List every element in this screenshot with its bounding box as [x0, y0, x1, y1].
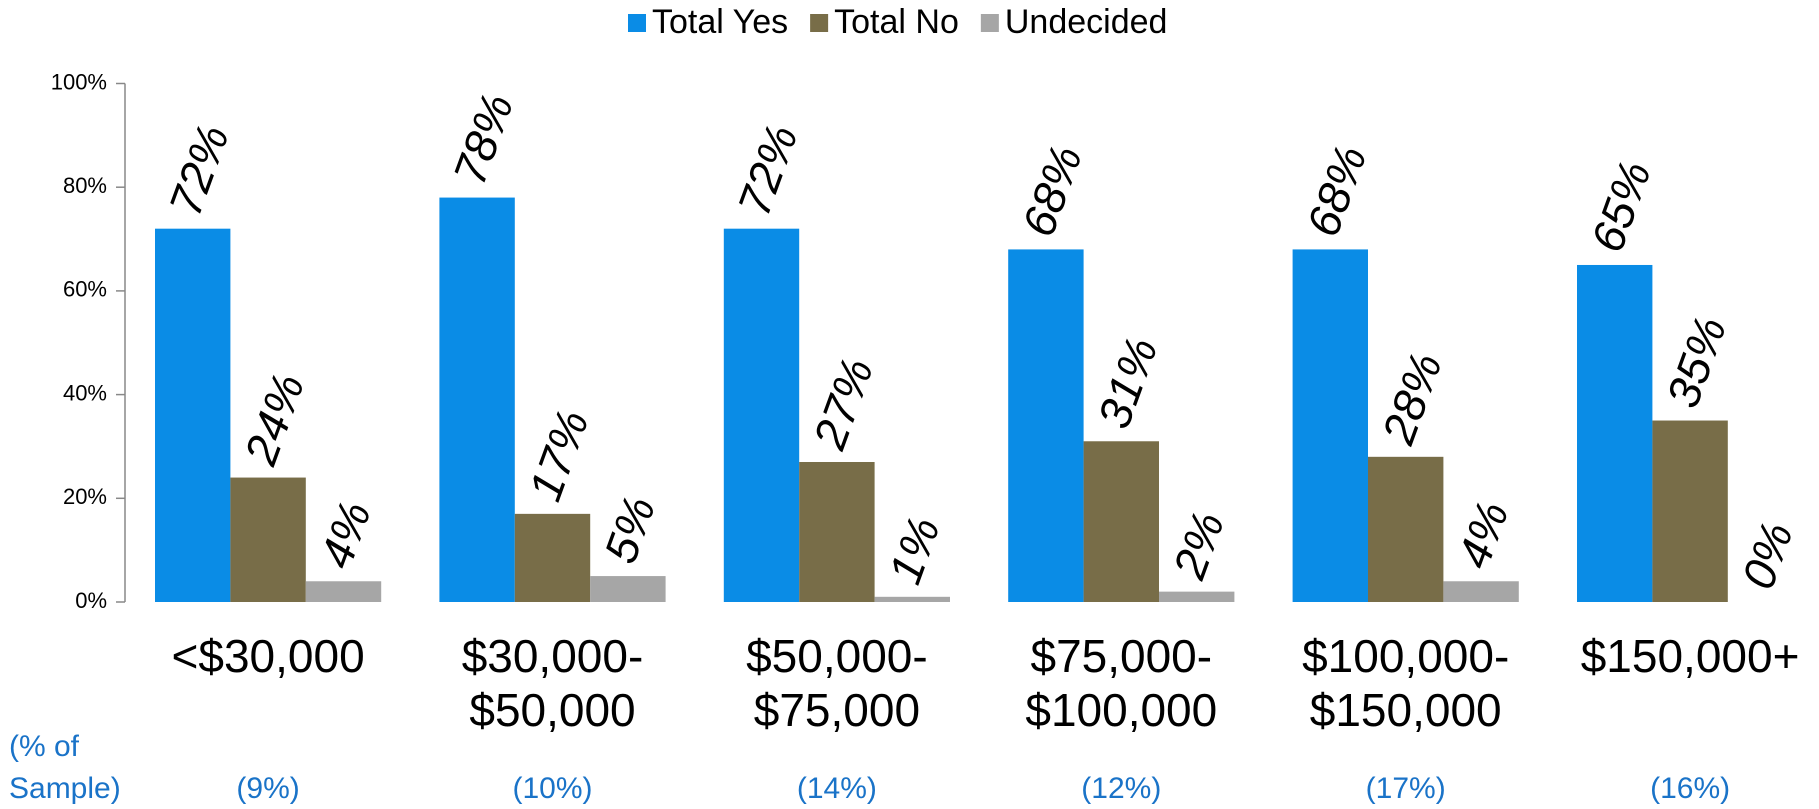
bar [723, 228, 800, 602]
x-tick-label: $75,000 [754, 684, 920, 736]
value-label: 0% [1731, 515, 1803, 595]
y-tick-label: 60% [63, 277, 107, 302]
sample-share: (9%) [236, 772, 299, 805]
bar [1159, 591, 1235, 602]
sample-share: (14%) [797, 772, 877, 805]
value-label: 5% [594, 489, 666, 569]
sample-share: (10%) [512, 772, 592, 805]
bar [1652, 420, 1728, 602]
bar [1083, 441, 1159, 602]
x-tick-label: $150,000+ [1581, 630, 1800, 682]
x-tick-label: $75,000- [1030, 630, 1212, 682]
x-tick-label: $100,000 [1025, 684, 1217, 736]
bar [590, 576, 666, 602]
bar [155, 228, 231, 602]
value-label: 1% [878, 510, 950, 590]
legend-swatch [810, 14, 829, 32]
bar [874, 596, 950, 602]
bar [1443, 581, 1519, 602]
bar [230, 477, 306, 602]
bar [1368, 456, 1444, 602]
value-label: 72% [727, 118, 807, 222]
sample-share: (16%) [1650, 772, 1730, 805]
bar [1008, 249, 1084, 603]
x-tick-label: <$30,000 [172, 630, 365, 682]
y-tick-label: 0% [75, 588, 107, 613]
x-tick-label: $30,000- [462, 630, 644, 682]
bar [439, 197, 515, 602]
bar [799, 462, 875, 602]
sample-share: (17%) [1366, 772, 1446, 805]
value-label: 17% [518, 403, 598, 507]
x-tick-label: $150,000 [1310, 684, 1502, 736]
legend-swatch [628, 14, 646, 32]
value-label: 2% [1162, 505, 1234, 586]
legend-label: Undecided [1005, 3, 1168, 41]
sample-label: (% of [9, 730, 80, 763]
value-label: 4% [309, 495, 381, 575]
y-tick-label: 100% [51, 69, 107, 94]
y-tick-label: 80% [63, 173, 107, 198]
sample-label: Sample) [9, 772, 121, 805]
legend-swatch [980, 14, 999, 32]
value-label: 31% [1087, 331, 1167, 435]
y-tick-label: 40% [63, 380, 107, 405]
value-label: 35% [1656, 310, 1736, 414]
y-tick-label: 20% [63, 484, 107, 509]
value-label: 68% [1012, 139, 1092, 243]
legend-label: Total Yes [652, 3, 788, 41]
legend-label: Total No [834, 3, 959, 41]
bar [305, 581, 382, 602]
value-label: 78% [443, 87, 523, 191]
bar [514, 513, 591, 602]
value-label: 24% [234, 367, 315, 472]
sample-share: (12%) [1081, 772, 1161, 805]
value-label: 27% [803, 351, 884, 456]
value-label: 68% [1296, 139, 1376, 243]
x-tick-label: $50,000 [469, 684, 635, 736]
value-label: 28% [1371, 346, 1452, 451]
bar [1577, 264, 1653, 602]
value-label: 4% [1447, 495, 1519, 575]
x-tick-label: $50,000- [746, 630, 928, 682]
value-label: 65% [1581, 154, 1661, 258]
bar [1292, 249, 1368, 603]
value-label: 72% [159, 118, 239, 222]
x-tick-label: $100,000- [1302, 630, 1509, 682]
